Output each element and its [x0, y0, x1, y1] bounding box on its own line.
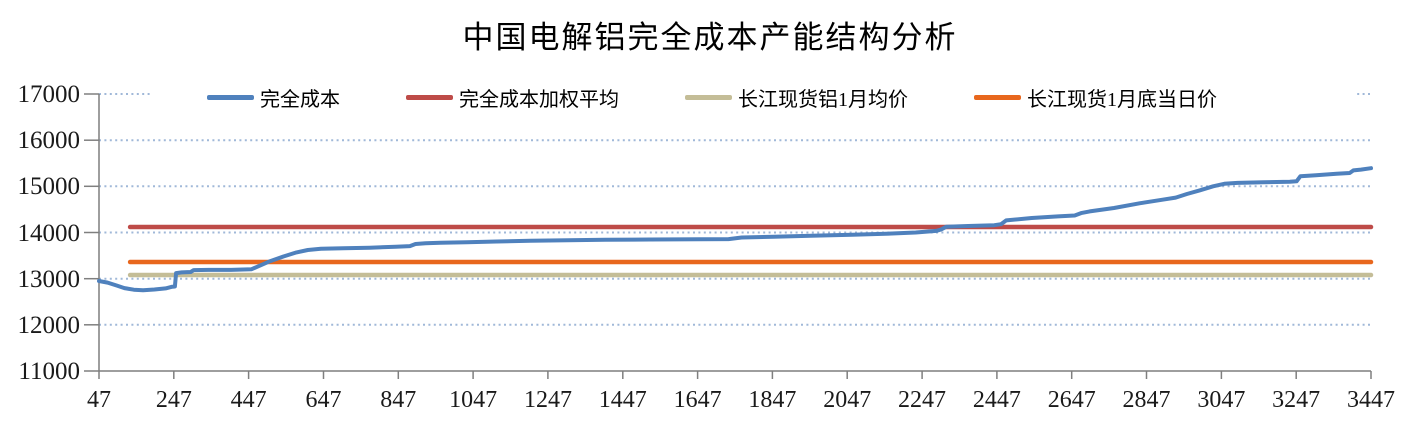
legend-item-monthly-average-price: 长江现货铝1月均价: [685, 83, 908, 112]
legend-swatch-orange-line: [974, 94, 1021, 100]
legend-item-total-cost: 完全成本: [207, 83, 340, 112]
x-axis-label: 1247: [523, 387, 572, 413]
legend-label: 长江现货1月底当日价: [1027, 88, 1217, 111]
x-axis-label: 247: [155, 387, 192, 413]
x-axis-label: 2647: [1047, 387, 1096, 413]
y-axis-label: 13000: [17, 265, 81, 293]
y-axis-label: 17000: [17, 81, 81, 108]
x-axis-label: 2247: [898, 387, 947, 413]
legend-item-month-end-price: 长江现货1月底当日价: [974, 83, 1217, 112]
x-axis-label: 3247: [1272, 387, 1321, 413]
x-axis-label: 3447: [1347, 387, 1395, 413]
x-axis-label: 2447: [972, 387, 1021, 413]
y-axis-label: 14000: [17, 219, 81, 247]
legend-swatch-tan-line: [685, 94, 732, 100]
x-axis-label: 1447: [598, 387, 647, 413]
chart-title: 中国电解铝完全成本产能结构分析: [462, 20, 958, 55]
x-axis-label: 3047: [1197, 387, 1246, 413]
legend-label: 完全成本: [260, 88, 340, 111]
legend-item-weighted-average: 完全成本加权平均: [406, 83, 619, 112]
y-axis-label: 12000: [17, 311, 81, 339]
y-axis-label: 16000: [17, 127, 81, 155]
legend-label: 长江现货铝1月均价: [738, 88, 908, 111]
y-axis-label: 11000: [18, 358, 80, 385]
x-axis-label: 647: [305, 387, 342, 413]
legend-swatch-blue-line: [207, 94, 254, 100]
x-axis-label: 1847: [748, 387, 797, 413]
x-axis-label: 2847: [1122, 387, 1171, 413]
legend-label: 完全成本加权平均: [459, 88, 619, 111]
legend-swatch-red-line: [406, 94, 453, 100]
x-axis-label: 1647: [673, 387, 722, 413]
x-axis-label: 1047: [449, 387, 498, 413]
legend: 完全成本 完全成本加权平均 长江现货铝1月均价 长江现货1月底当日价: [150, 83, 1356, 111]
x-axis-label: 47: [87, 387, 111, 413]
x-axis-label: 2047: [823, 387, 872, 413]
x-axis-label: 847: [380, 387, 417, 413]
y-axis-label: 15000: [17, 173, 81, 201]
x-axis-label: 447: [230, 387, 267, 413]
